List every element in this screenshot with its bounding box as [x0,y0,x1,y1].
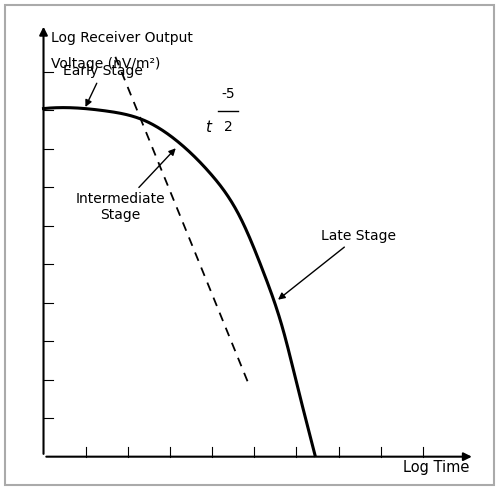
Text: Log Receiver Output: Log Receiver Output [51,31,193,45]
Text: Late Stage: Late Stage [279,229,396,299]
Text: -5: -5 [221,88,235,101]
Text: Intermediate
Stage: Intermediate Stage [75,149,175,222]
Text: 2: 2 [224,121,233,134]
Text: Voltage (nV/m²): Voltage (nV/m²) [51,57,160,71]
Text: Log Time: Log Time [404,461,470,475]
Text: Early Stage: Early Stage [63,64,143,106]
Text: t: t [205,120,211,135]
